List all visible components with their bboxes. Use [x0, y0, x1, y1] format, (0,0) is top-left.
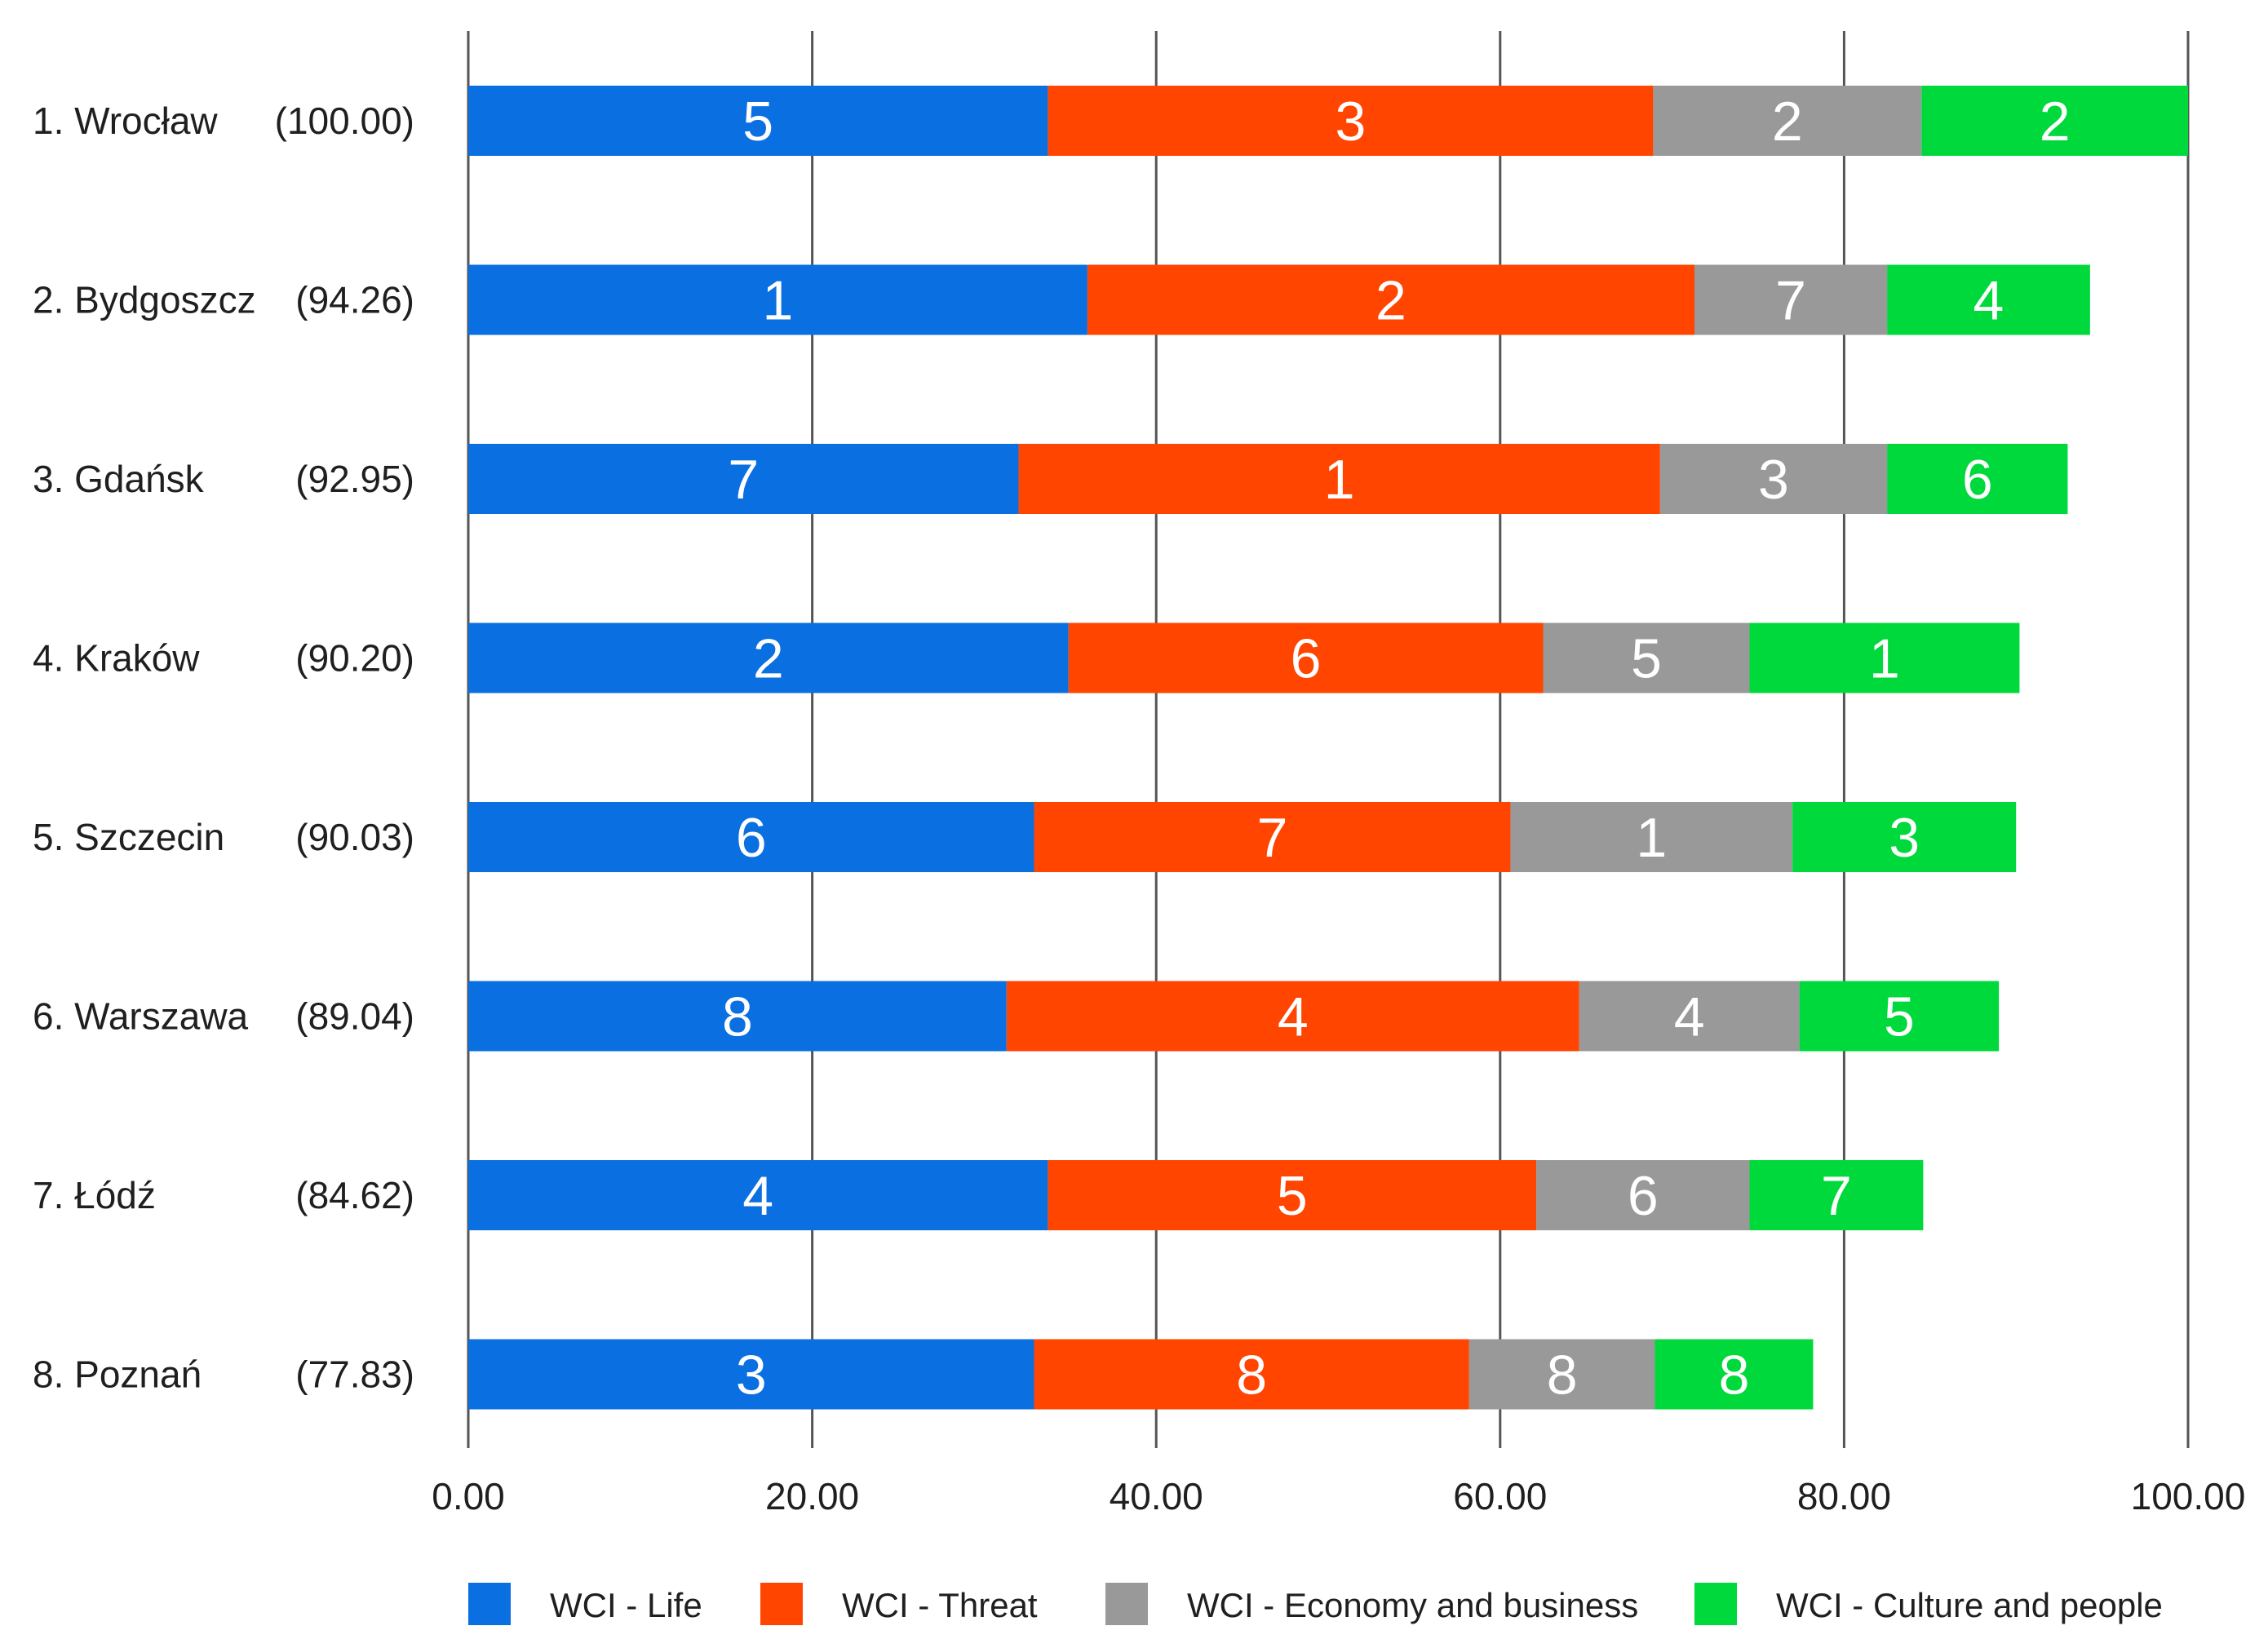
bar-segment [468, 622, 1069, 693]
legend-swatch [760, 1583, 803, 1625]
bar-segment-label: 7 [1821, 1165, 1852, 1227]
bar-segment-label: 5 [742, 91, 773, 153]
legend-label: WCI - Economy and business [1187, 1586, 1638, 1624]
bar-segment-label: 8 [722, 986, 753, 1048]
x-tick-label: 0.00 [432, 1475, 505, 1517]
bar-segment [1799, 981, 2000, 1052]
category-label: 3. Gdańsk [33, 458, 205, 500]
bar-segment [468, 1339, 1034, 1410]
bar-segment [1068, 622, 1544, 693]
bar-segment-label: 7 [1257, 807, 1288, 869]
bar-segment [468, 1160, 1048, 1230]
bar-segment [468, 86, 1048, 156]
legend-swatch [468, 1583, 511, 1625]
category-label: 6. Warszawa [33, 995, 249, 1038]
bar-segment-label: 1 [763, 270, 794, 332]
bar-segment [1468, 1339, 1655, 1410]
bar-segment [1048, 1160, 1537, 1230]
legend-label: WCI - Threat [842, 1586, 1038, 1624]
category-score: (89.04) [295, 995, 414, 1038]
bar-segment-label: 2 [2040, 91, 2071, 153]
bar-segment-label: 6 [1628, 1165, 1659, 1227]
bar-segment-label: 8 [1236, 1345, 1267, 1407]
bar-segment [1048, 86, 1654, 156]
bar-segment [468, 981, 1007, 1052]
category-label: 8. Poznań [33, 1353, 202, 1396]
bar-segment-label: 2 [1772, 91, 1803, 153]
bar-segment [468, 444, 1019, 514]
bar-segment-label: 4 [1278, 986, 1309, 1048]
bar-segment [1579, 981, 1800, 1052]
category-score: (100.00) [275, 100, 414, 142]
category-label: 1. Wrocław [33, 100, 218, 142]
bar-segment-label: 8 [1719, 1345, 1750, 1407]
bar-segment [1510, 802, 1793, 872]
bar-segment [1034, 1339, 1469, 1410]
bar-segment-label: 7 [1775, 270, 1806, 332]
bar-segment-label: 5 [1884, 986, 1915, 1048]
bar-segment-label: 6 [736, 807, 767, 869]
bar-segment [1653, 86, 1922, 156]
bar-segment [1543, 622, 1750, 693]
bar-segment-label: 8 [1547, 1345, 1578, 1407]
x-tick-label: 40.00 [1110, 1475, 1203, 1517]
category-score: (94.26) [295, 279, 414, 321]
bar-segment-label: 4 [1973, 270, 2004, 332]
bar-segment [1087, 264, 1695, 335]
bar-segment [1006, 981, 1579, 1052]
bar-segment-label: 2 [753, 628, 784, 690]
bar-segment [1654, 1339, 1814, 1410]
bar-segment-label: 5 [1277, 1165, 1308, 1227]
bar-segment [1749, 622, 2020, 693]
bar-segment-label: 5 [1631, 628, 1662, 690]
category-score: (92.95) [295, 458, 414, 500]
bar-segment-label: 3 [1335, 91, 1366, 153]
bar-segment [1018, 444, 1660, 514]
bar-segment-label: 1 [1869, 628, 1900, 690]
bar-segment [468, 802, 1034, 872]
legend-swatch [1105, 1583, 1148, 1625]
bar-segment-label: 1 [1636, 807, 1667, 869]
category-label: 7. Łódź [33, 1174, 156, 1216]
bar-segment-label: 3 [1889, 807, 1920, 869]
bar-segment [1792, 802, 2017, 872]
legend-swatch [1694, 1583, 1737, 1625]
bar-segment [1536, 1160, 1750, 1230]
bar-segment [468, 264, 1087, 335]
x-tick-label: 100.00 [2131, 1475, 2246, 1517]
bar-segment-label: 2 [1375, 270, 1406, 332]
bar-segment-label: 1 [1324, 449, 1355, 511]
category-score: (90.03) [295, 816, 414, 858]
category-score: (90.20) [295, 637, 414, 680]
bar-segment-label: 6 [1962, 449, 1993, 511]
x-tick-label: 20.00 [765, 1475, 859, 1517]
category-label: 5. Szczecin [33, 816, 224, 858]
bar-segment [1694, 264, 1888, 335]
bar-segment [1659, 444, 1888, 514]
category-score: (77.83) [295, 1353, 414, 1396]
bar-segment-label: 3 [1758, 449, 1789, 511]
bar-segment-label: 4 [1674, 986, 1705, 1048]
x-tick-label: 60.00 [1453, 1475, 1547, 1517]
bar-segment [1887, 264, 2090, 335]
bar-segment-label: 7 [728, 449, 759, 511]
x-tick-label: 80.00 [1797, 1475, 1891, 1517]
category-label: 2. Bydgoszcz [33, 279, 256, 321]
category-label: 4. Kraków [33, 637, 200, 680]
category-score: (84.62) [295, 1174, 414, 1216]
bar-segment-label: 4 [742, 1165, 773, 1227]
bar-segment [1887, 444, 2068, 514]
bar-segment-label: 3 [736, 1345, 767, 1407]
legend-label: WCI - Life [550, 1586, 702, 1624]
bar-segment [1749, 1160, 1924, 1230]
legend-label: WCI - Culture and people [1776, 1586, 2163, 1624]
bar-segment [1921, 86, 2188, 156]
bar-segment [1034, 802, 1511, 872]
bar-segment-label: 6 [1291, 628, 1322, 690]
